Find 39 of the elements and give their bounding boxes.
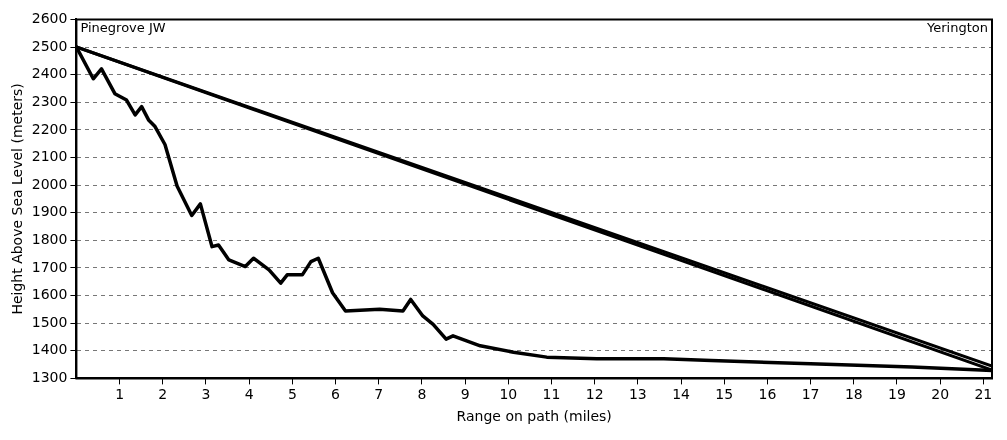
x-tick-label: 13 (628, 386, 647, 403)
y-tick-label: 2500 (31, 37, 68, 54)
y-tick-label: 2100 (31, 148, 68, 165)
y-axis-title: Height Above Sea Level (meters) (9, 83, 26, 315)
x-tick-label: 16 (758, 386, 777, 403)
x-tick-label: 21 (974, 386, 993, 403)
annotation: Pinegrove JW (80, 20, 166, 36)
y-tick-label: 2200 (31, 120, 68, 137)
x-tick-label: 14 (672, 386, 691, 403)
x-tick-label: 10 (499, 386, 518, 403)
y-tick-label: 1800 (31, 230, 68, 247)
y-tick-label: 1600 (31, 286, 68, 303)
x-tick-label: 8 (417, 386, 427, 403)
x-tick-label: 11 (542, 386, 561, 403)
x-tick-label: 6 (331, 386, 341, 403)
x-tick-label: 2 (158, 386, 168, 403)
y-tick-label: 2600 (31, 10, 68, 27)
x-tick-label: 18 (844, 386, 863, 403)
y-tick-label: 1900 (31, 203, 68, 220)
x-tick-label: 19 (888, 386, 906, 403)
y-tick-label: 2400 (31, 65, 68, 82)
x-tick-label: 17 (801, 386, 820, 403)
y-tick-label: 1700 (31, 258, 68, 275)
y-tick-label: 1300 (31, 369, 68, 386)
x-tick-label: 7 (374, 386, 384, 403)
x-tick-label: 20 (931, 386, 950, 403)
y-tick-label: 1400 (31, 341, 68, 358)
x-tick-label: 1 (115, 386, 125, 403)
x-tick-label: 12 (585, 386, 604, 403)
x-tick-label: 15 (715, 386, 734, 403)
annotation: Yerington (926, 20, 988, 36)
x-tick-label: 9 (460, 386, 470, 403)
y-tick-label: 1500 (31, 313, 68, 330)
x-tick-label: 3 (201, 386, 211, 403)
x-axis-title: Range on path (miles) (456, 408, 612, 425)
x-tick-label: 4 (244, 386, 254, 403)
x-tick-label: 5 (287, 386, 297, 403)
y-tick-label: 2300 (31, 92, 68, 109)
y-tick-label: 2000 (31, 175, 68, 192)
